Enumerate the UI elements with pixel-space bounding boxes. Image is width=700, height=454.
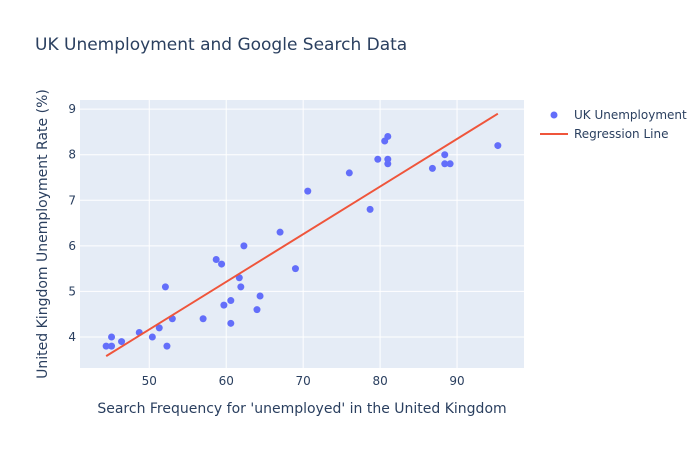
legend-label: Regression Line: [574, 127, 668, 141]
data-point: [118, 338, 126, 346]
data-point: [441, 151, 449, 159]
y-tick-label: 8: [68, 148, 76, 162]
regression-line: [105, 112, 499, 357]
y-tick-label: 9: [68, 102, 76, 116]
data-point: [345, 169, 353, 177]
data-point: [148, 333, 156, 341]
data-point: [291, 265, 299, 273]
legend-marker-swatch: [550, 111, 558, 119]
legend-label: UK Unemployment: [574, 108, 687, 122]
data-point: [235, 274, 243, 282]
data-point: [441, 160, 449, 168]
data-point: [446, 160, 454, 168]
x-tick-label: 60: [219, 374, 234, 388]
data-point: [374, 155, 382, 163]
data-point: [212, 256, 220, 264]
x-tick-label: 80: [372, 374, 387, 388]
data-point: [199, 315, 207, 323]
data-point: [304, 187, 312, 195]
y-tick-label: 5: [68, 284, 76, 298]
ticks: 50 60 70 80 90 4 5 6 7 8 9: [68, 102, 464, 388]
x-tick-label: 90: [449, 374, 464, 388]
data-point: [384, 132, 392, 140]
data-point: [102, 342, 110, 350]
data-point: [256, 292, 264, 300]
y-tick-label: 6: [68, 239, 76, 253]
data-point: [384, 160, 392, 168]
marks: [102, 112, 502, 357]
data-point: [253, 306, 261, 314]
data-point: [155, 324, 163, 332]
data-point: [163, 342, 171, 350]
x-axis-label: Search Frequency for 'unemployed' in the…: [97, 401, 506, 417]
legend: UK Unemployment Regression Line: [540, 108, 687, 141]
x-tick-label: 50: [142, 374, 157, 388]
data-point: [240, 242, 248, 250]
data-point: [227, 297, 235, 305]
data-point: [428, 164, 436, 172]
x-tick-label: 70: [296, 374, 311, 388]
y-tick-label: 7: [68, 193, 76, 207]
y-tick-label: 4: [68, 330, 76, 344]
data-point: [218, 260, 226, 268]
data-point: [108, 342, 116, 350]
data-point: [227, 319, 235, 327]
data-point: [276, 228, 284, 236]
chart-title: UK Unemployment and Google Search Data: [35, 35, 407, 55]
data-point: [366, 205, 374, 213]
y-axis-label: United Kingdom Unemployment Rate (%): [35, 89, 51, 379]
data-point: [161, 283, 169, 291]
data-point: [494, 142, 502, 150]
data-point: [108, 333, 116, 341]
data-point: [237, 283, 245, 291]
data-point: [220, 301, 228, 309]
